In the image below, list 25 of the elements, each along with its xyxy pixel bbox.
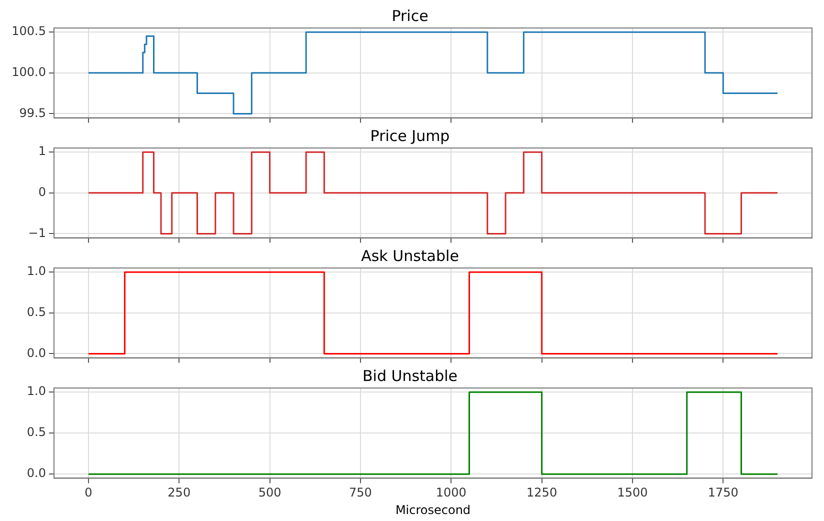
y-tick-label: 100.0 <box>12 65 46 80</box>
x-tick-label: 500 <box>258 486 282 500</box>
y-tick-label: 0.5 <box>26 425 46 440</box>
chart-title: Price Jump <box>370 126 450 145</box>
y-tick-label: 0.0 <box>26 346 46 360</box>
chart-title: Bid Unstable <box>362 366 458 385</box>
x-tick-label: 750 <box>349 486 372 500</box>
y-tick-label: 0.0 <box>26 466 46 480</box>
x-axis-title: Microsecond <box>395 502 471 517</box>
y-tick-label: 100.5 <box>12 24 46 38</box>
y-tick-label: 1.0 <box>26 264 46 278</box>
y-tick-label: 99.5 <box>19 106 46 120</box>
y-tick-label: 1 <box>38 144 46 158</box>
y-tick-label: 0.5 <box>26 305 46 320</box>
y-tick-label: −1 <box>28 226 46 240</box>
x-tick-label: 0 <box>84 486 92 500</box>
x-tick-label: 1500 <box>617 486 648 500</box>
x-tick-label: 250 <box>168 486 191 500</box>
chart-title: Ask Unstable <box>361 246 459 265</box>
chart-title: Price <box>392 6 428 25</box>
y-tick-label: 1.0 <box>26 384 46 398</box>
y-tick-label: 0 <box>38 185 46 200</box>
x-tick-label: 1250 <box>526 486 558 500</box>
x-tick-label: 1000 <box>436 486 466 500</box>
x-tick-label: 1750 <box>708 486 738 500</box>
